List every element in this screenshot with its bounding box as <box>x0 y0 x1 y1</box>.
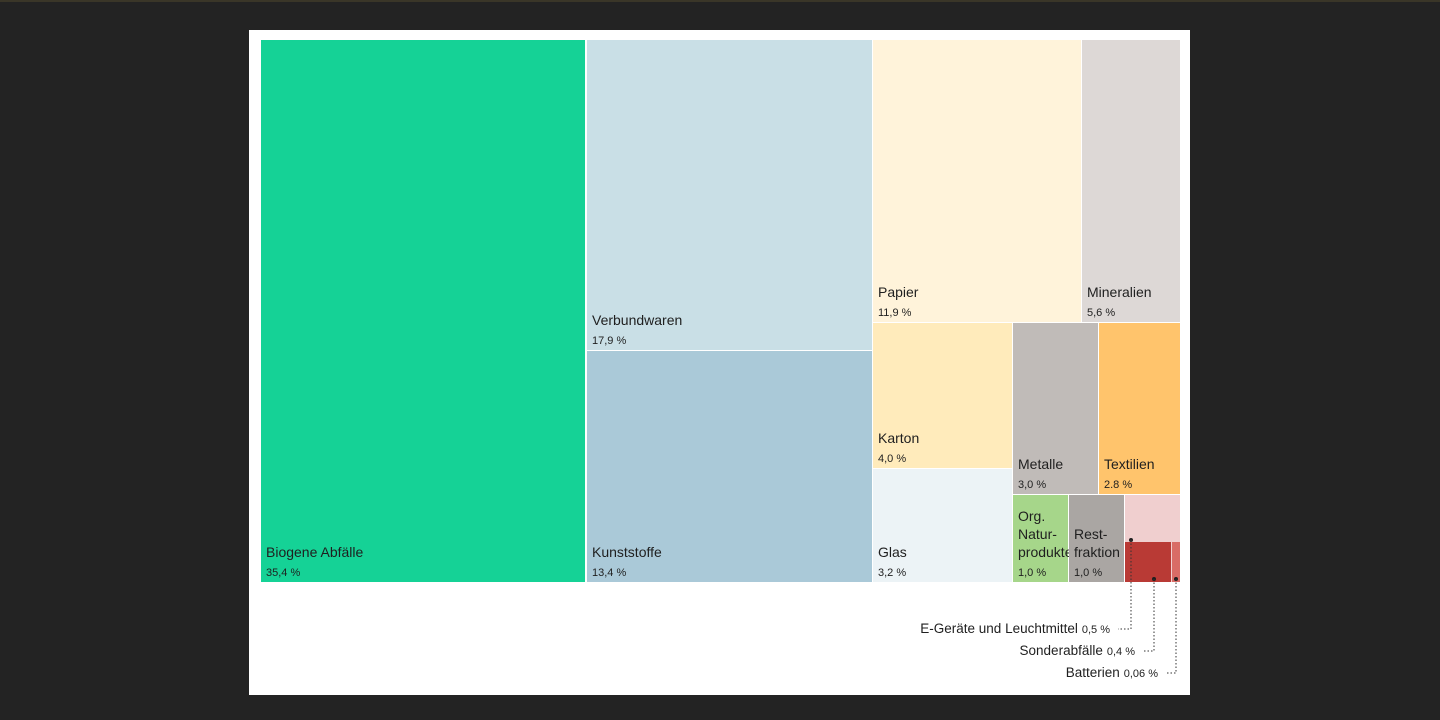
tile-mineralien <box>1082 40 1180 322</box>
tile-kunststoffe <box>587 351 872 582</box>
tile-label-rest-fraktion: Rest-fraktion <box>1074 526 1120 560</box>
tile-value-verbundwaren: 17,9 % <box>592 335 626 347</box>
tile-karton <box>873 323 1012 468</box>
tile-value-mineralien: 5,6 % <box>1087 307 1115 319</box>
tile-label-metalle: Metalle <box>1018 456 1063 472</box>
tile-glas <box>873 469 1012 582</box>
tile-label-biogene-abfalle: Biogene Abfälle <box>266 544 364 560</box>
tile-batterien <box>1172 542 1180 582</box>
tile-value-papier: 11,9 % <box>878 307 912 319</box>
window-top-edge <box>0 0 1440 2</box>
tile-label-verbundwaren: Verbundwaren <box>592 312 682 328</box>
chart-card: Biogene Abfälle 35,4 % Verbundwaren 17,9 % K… <box>249 30 1190 695</box>
tile-value-org-natur-produkte: 1,0 % <box>1018 567 1046 579</box>
tile-rest-fraktion <box>1069 495 1124 582</box>
leader-line-sonderabfalle <box>1143 579 1155 652</box>
tile-label-org-natur-produkte: Org. Natur-produkte <box>1018 508 1073 560</box>
tile-value-textilien: 2.8 % <box>1104 479 1132 491</box>
tile-value-rest-fraktion: 1,0 % <box>1074 567 1102 579</box>
annotation-label-sonderabfalle: Sonderabfälle <box>1020 643 1103 658</box>
tile-biogene-abfalle <box>261 40 585 582</box>
tile-label-glas: Glas <box>878 544 907 560</box>
leader-line-e-gerate-und-leuchtmittel <box>1118 540 1132 630</box>
tile-sonderabfalle <box>1125 542 1171 582</box>
annotation-value-e-gerate-und-leuchtmittel: 0,5 % <box>1082 624 1110 636</box>
tile-value-kunststoffe: 13,4 % <box>592 567 626 579</box>
tile-textilien <box>1099 323 1180 494</box>
annotation-value-sonderabfalle: 0,4 % <box>1107 646 1135 658</box>
annotation-label-e-gerate-und-leuchtmittel: E-Geräte und Leuchtmittel <box>920 621 1078 636</box>
tile-metalle <box>1013 323 1098 494</box>
tile-value-karton: 4,0 % <box>878 453 906 465</box>
tile-label-papier: Papier <box>878 284 919 300</box>
tile-value-metalle: 3,0 % <box>1018 479 1046 491</box>
tile-label-mineralien: Mineralien <box>1087 284 1152 300</box>
tile-value-biogene-abfalle: 35,4 % <box>266 567 300 579</box>
tile-verbundwaren <box>587 40 872 350</box>
treemap-chart: Biogene Abfälle 35,4 % Verbundwaren 17,9 % K… <box>261 40 1180 680</box>
tile-label-textilien: Textilien <box>1104 456 1155 472</box>
annotation-label-batterien: Batterien <box>1066 665 1120 680</box>
tile-org-natur-produkte <box>1013 495 1068 582</box>
annotation-value-batterien: 0,06 % <box>1124 668 1158 680</box>
tile-value-glas: 3,2 % <box>878 567 906 579</box>
tile-papier <box>873 40 1081 322</box>
tile-label-karton: Karton <box>878 430 919 446</box>
leader-line-batterien <box>1166 579 1177 674</box>
tile-label-kunststoffe: Kunststoffe <box>592 544 662 560</box>
